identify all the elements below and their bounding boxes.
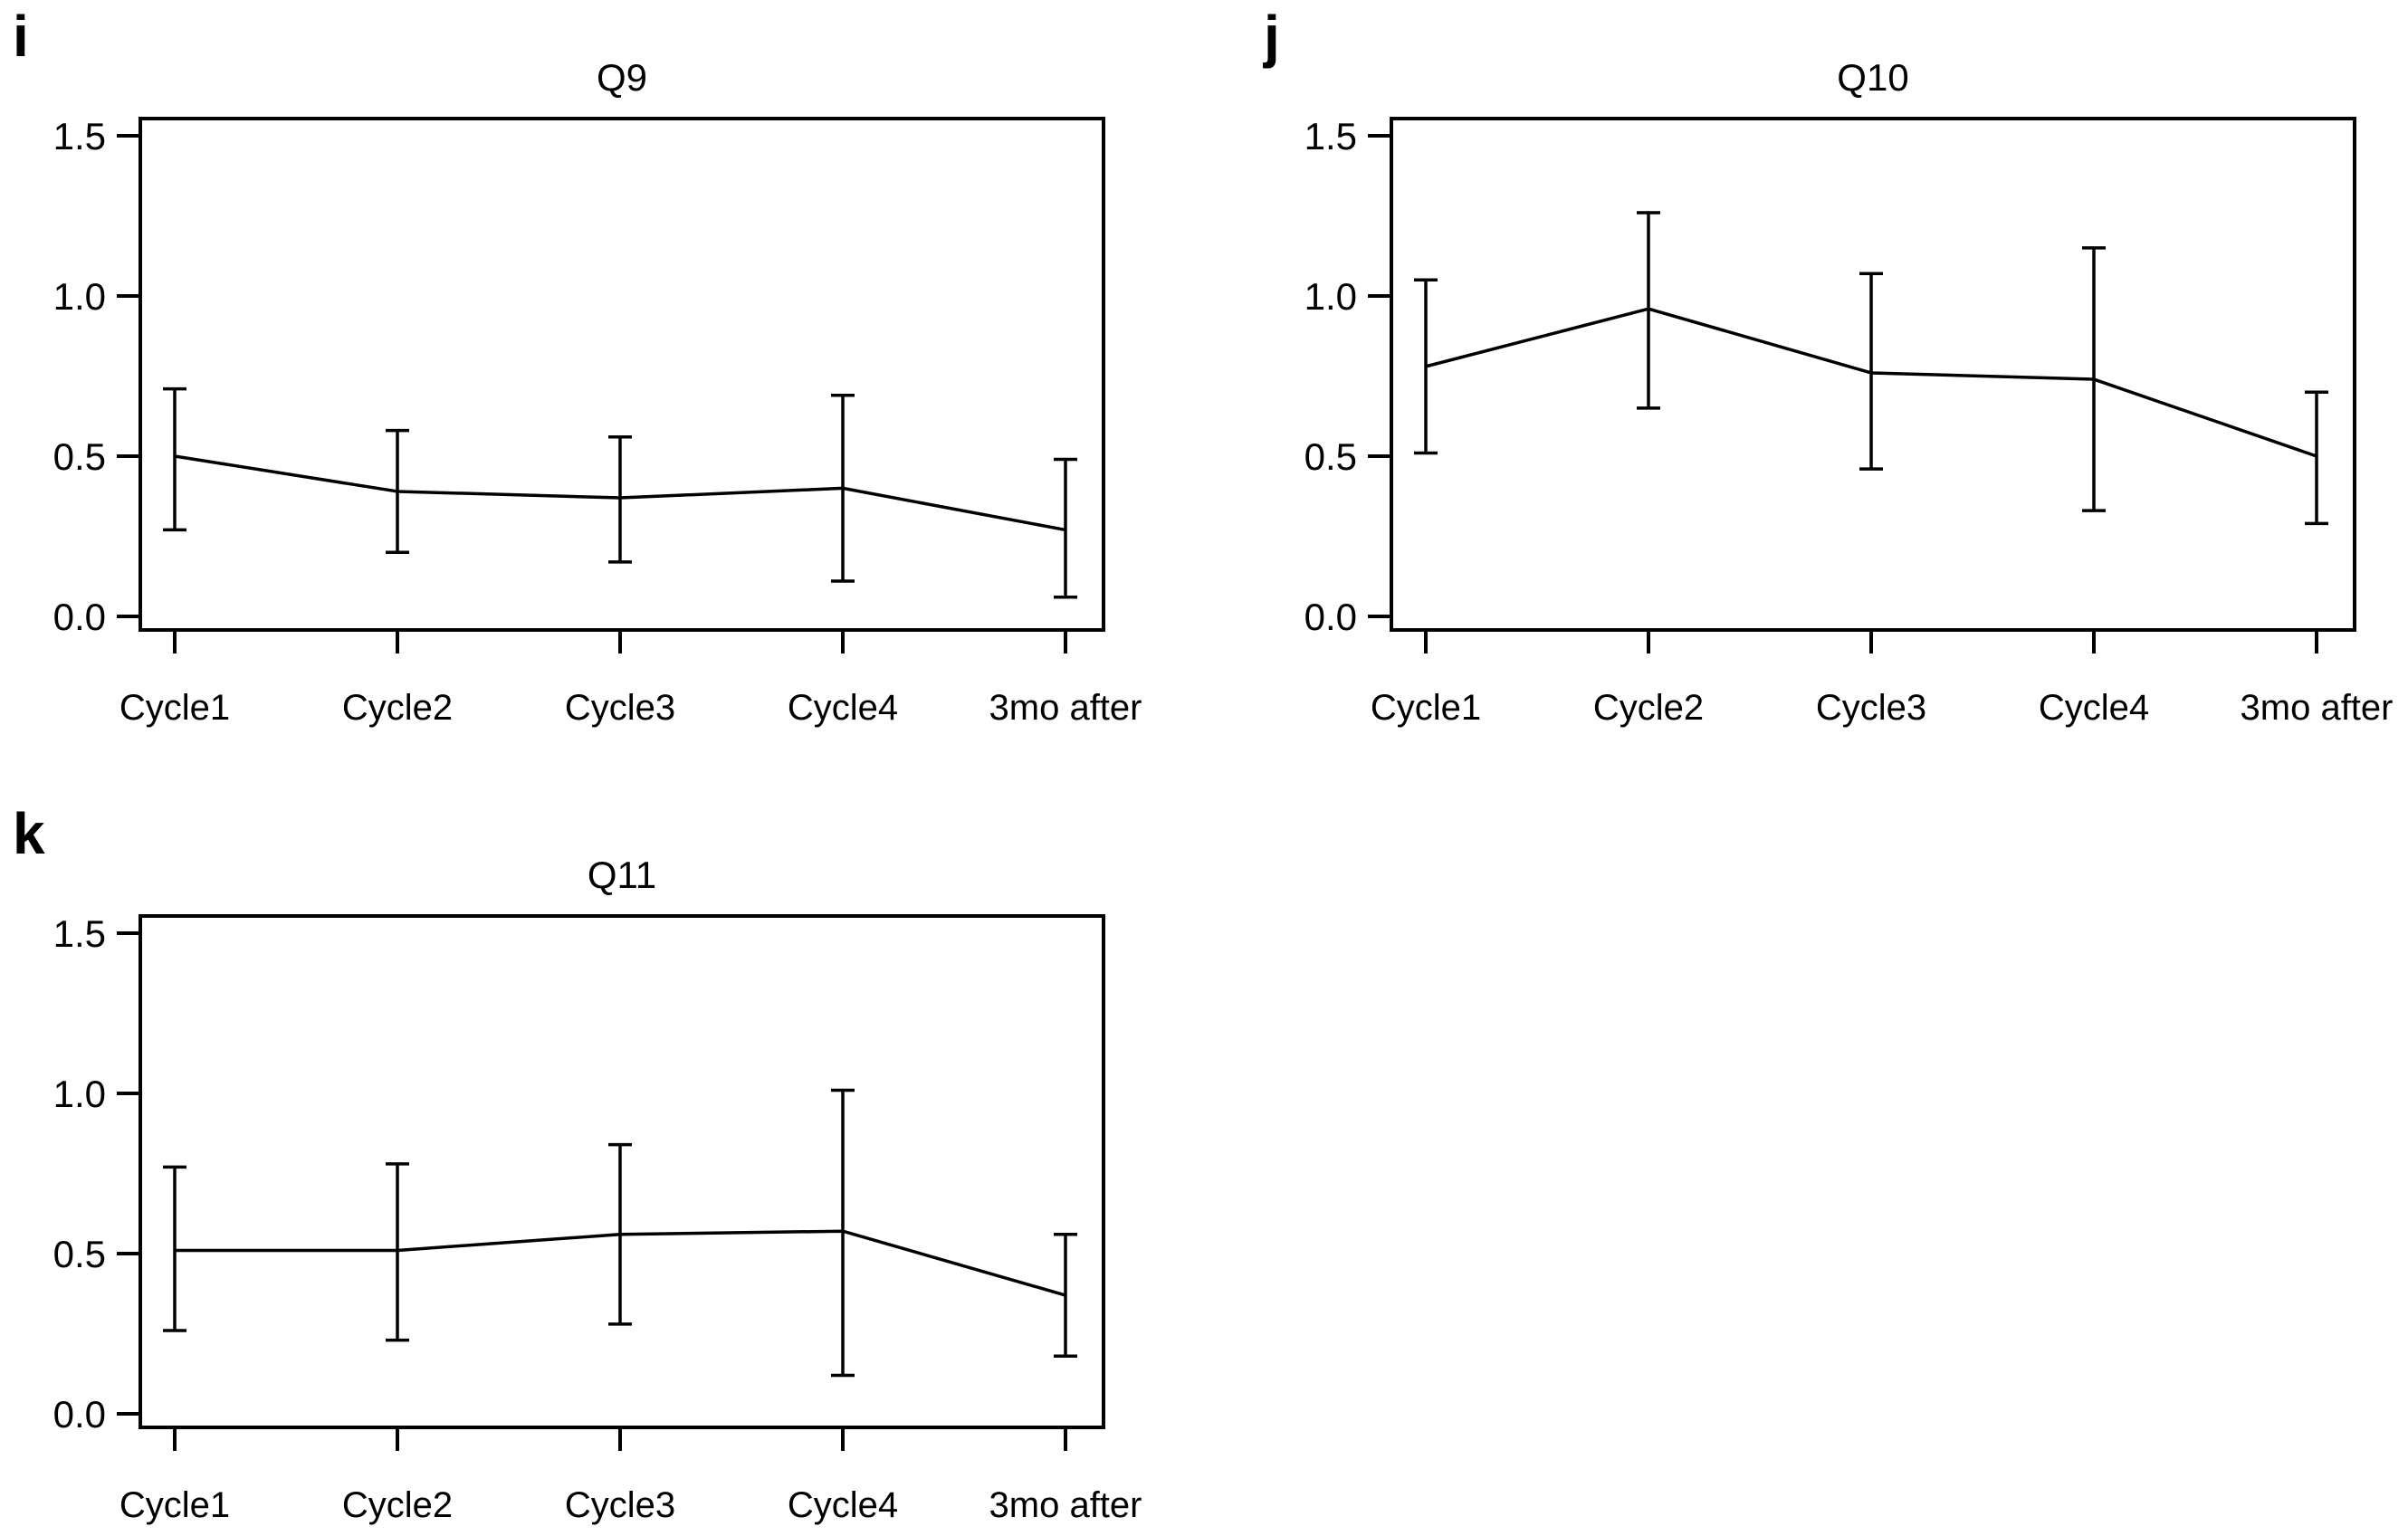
y-tick-label: 1.5 <box>1304 115 1357 157</box>
x-tick-label: 3mo after <box>989 1485 1142 1525</box>
error-bar <box>608 435 632 564</box>
x-tick-label: Cycle4 <box>788 688 898 728</box>
y-tick-label: 1.0 <box>1304 275 1357 318</box>
x-tick-label: 3mo after <box>2241 688 2394 728</box>
x-tick-label: Cycle2 <box>1593 688 1704 728</box>
x-tick-label: Cycle3 <box>565 1485 675 1525</box>
y-tick-label: 1.5 <box>53 115 106 157</box>
data-line <box>175 1229 1066 1297</box>
x-tick-label: Cycle4 <box>2039 688 2149 728</box>
plot-area-q10: 0.0 0.5 1.0 1.5 Cycle1 Cycle2 Cycle3 Cycle4 3mo … <box>1304 115 2394 728</box>
error-bar <box>2305 390 2328 526</box>
x-tick-label: Cycle4 <box>788 1485 898 1525</box>
y-tick-label: 0.0 <box>53 596 106 638</box>
plot-area-q9: 0.0 0.5 1.0 1.5 Cycle1 Cycle2 Cycle3 Cycle4 3mo … <box>53 115 1142 728</box>
chart-title-q10: Q10 <box>1837 56 1908 99</box>
plot-box <box>139 117 1105 632</box>
error-bar <box>163 386 186 532</box>
panel-letter-j: j <box>1264 4 1280 69</box>
x-tick-label: Cycle3 <box>1816 688 1926 728</box>
y-tick-label: 1.0 <box>53 1073 106 1115</box>
chart-q11: Q11 0.0 0.5 1.0 1.5 Cycle1 Cycle2 Cycle3 Cycle4… <box>53 854 1142 1525</box>
y-tick-label: 1.0 <box>53 275 106 318</box>
chart-title-q11: Q11 <box>588 854 656 896</box>
x-tick-label: Cycle2 <box>342 688 453 728</box>
error-bar <box>163 1165 186 1332</box>
y-tick-label: 0.0 <box>1304 596 1357 638</box>
y-tick-label: 0.5 <box>53 1233 106 1275</box>
panel-q11: k Q11 0.0 0.5 1.0 1.5 Cycle1 Cycle2 Cycle3 Cycl… <box>0 797 1204 1536</box>
x-tick-label: Cycle1 <box>119 688 230 728</box>
x-tick-label: Cycle3 <box>565 688 675 728</box>
data-line <box>174 454 1066 532</box>
panel-q10: j Q10 0.0 0.5 1.0 1.5 Cycle1 Cycle2 Cycle3 Cycl… <box>1251 0 2408 769</box>
x-tick-label: 3mo after <box>989 688 1142 728</box>
panel-q9: i Q9 0.0 0.5 1.0 1.5 Cycle1 Cycle2 Cycle3 Cycle… <box>0 0 1204 769</box>
error-bar <box>386 1162 409 1342</box>
plot-box <box>139 914 1105 1429</box>
x-tick-label: Cycle1 <box>1371 688 1481 728</box>
plot-area-q11: 0.0 0.5 1.0 1.5 Cycle1 Cycle2 Cycle3 Cycle4 3mo … <box>53 912 1142 1525</box>
data-line <box>1425 307 2317 458</box>
chart-title-q9: Q9 <box>597 56 647 99</box>
panel-letter-k: k <box>13 801 45 866</box>
chart-q10: Q10 0.0 0.5 1.0 1.5 Cycle1 Cycle2 Cycle3 Cycle4… <box>1304 56 2394 728</box>
panel-letter-i: i <box>13 4 29 69</box>
y-tick-label: 0.0 <box>53 1393 106 1436</box>
x-tick-label: Cycle2 <box>342 1485 453 1525</box>
y-tick-label: 0.5 <box>1304 435 1357 478</box>
x-tick-label: Cycle1 <box>119 1485 230 1525</box>
chart-q9: Q9 0.0 0.5 1.0 1.5 Cycle1 Cycle2 Cycle3 Cycle4 3… <box>53 56 1142 728</box>
y-tick-label: 0.5 <box>53 435 106 478</box>
y-tick-label: 1.5 <box>53 912 106 955</box>
